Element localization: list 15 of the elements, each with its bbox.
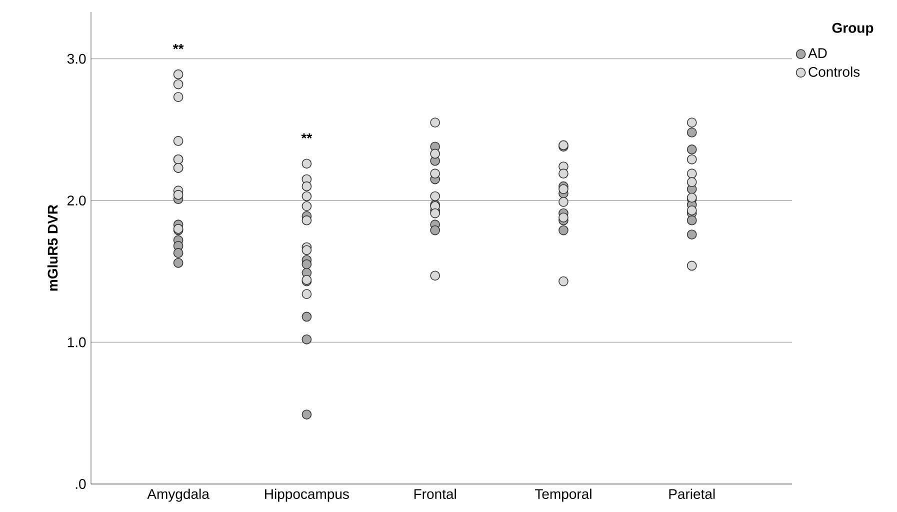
y-tick-label: 3.0 [67, 54, 86, 64]
legend-label: Controls [808, 66, 860, 77]
y-axis-title: mGluR5 DVR [47, 204, 58, 291]
x-tick-label: Amygdala [147, 488, 210, 502]
legend-title: Group [832, 22, 874, 36]
y-tick-label: 2.0 [68, 196, 86, 206]
y-tick-label: .0 [76, 479, 86, 489]
x-tick-label: Temporal [534, 488, 592, 502]
y-tick-label: 1.0 [68, 337, 86, 348]
x-tick-label: Parietal [669, 488, 715, 499]
x-tick-label: Frontal [414, 488, 456, 499]
x-tick-label: Hippocampus [265, 488, 349, 502]
annotation: ** [301, 133, 312, 139]
legend-label: AD [808, 48, 827, 58]
annotation: ** [172, 44, 184, 50]
